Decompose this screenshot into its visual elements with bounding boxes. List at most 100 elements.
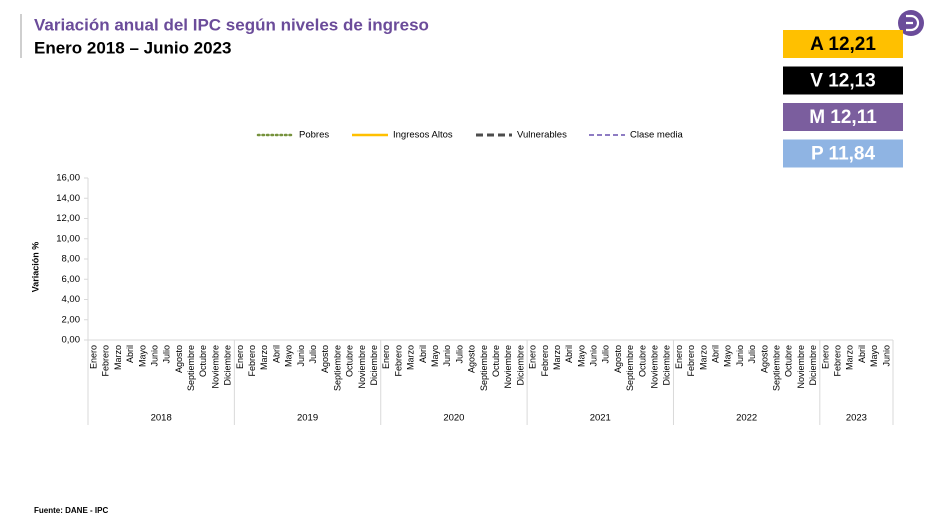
- x-tick-label: Febrero: [686, 345, 696, 377]
- x-tick-label: Marzo: [406, 345, 416, 370]
- x-tick-label: Junio: [149, 345, 159, 367]
- x-tick-label: Octubre: [784, 345, 794, 377]
- year-label: 2019: [297, 413, 318, 424]
- x-tick-label: Noviembre: [796, 345, 806, 389]
- year-label: 2020: [443, 413, 464, 424]
- x-tick-label: Enero: [528, 345, 538, 369]
- x-tick-label: Julio: [454, 345, 464, 364]
- x-tick-label: Enero: [381, 345, 391, 369]
- x-tick-label: Mayo: [430, 345, 440, 367]
- y-tick-label: 8,00: [62, 254, 81, 265]
- x-tick-label: Julio: [308, 345, 318, 364]
- legend-label: Vulnerables: [517, 130, 567, 141]
- x-tick-label: Junio: [296, 345, 306, 367]
- x-tick-label: Noviembre: [503, 345, 513, 389]
- x-tick-label: Noviembre: [650, 345, 660, 389]
- x-tick-label: Septiembre: [186, 345, 196, 391]
- legend-label: Clase media: [630, 130, 684, 141]
- year-label: 2023: [846, 413, 867, 424]
- x-tick-label: Junio: [881, 345, 891, 367]
- x-tick-label: Septiembre: [332, 345, 342, 391]
- y-tick-label: 12,00: [56, 213, 80, 224]
- x-tick-label: Abril: [418, 345, 428, 363]
- x-tick-label: Julio: [162, 345, 172, 364]
- x-tick-label: Febrero: [247, 345, 257, 377]
- legend-label: Pobres: [299, 130, 329, 141]
- x-tick-label: Agosto: [174, 345, 184, 373]
- x-tick-label: Febrero: [393, 345, 403, 377]
- badge: [783, 139, 903, 168]
- x-tick-label: Agosto: [759, 345, 769, 373]
- x-tick-label: Febrero: [540, 345, 550, 377]
- x-tick-label: Septiembre: [479, 345, 489, 391]
- x-tick-label: Enero: [88, 345, 98, 369]
- x-tick-label: Mayo: [723, 345, 733, 367]
- x-tick-label: Marzo: [845, 345, 855, 370]
- x-tick-label: Agosto: [320, 345, 330, 373]
- badge-label: M 12,11: [809, 107, 877, 128]
- x-tick-label: Octubre: [637, 345, 647, 377]
- y-tick-label: 4,00: [62, 294, 81, 305]
- x-tick-label: Agosto: [467, 345, 477, 373]
- x-tick-label: Septiembre: [625, 345, 635, 391]
- x-tick-label: Julio: [747, 345, 757, 364]
- x-tick-label: Diciembre: [808, 345, 818, 386]
- x-tick-label: Diciembre: [369, 345, 379, 386]
- x-tick-label: Mayo: [576, 345, 586, 367]
- x-tick-label: Abril: [125, 345, 135, 363]
- x-tick-label: Marzo: [552, 345, 562, 370]
- y-tick-label: 0,00: [62, 335, 81, 346]
- x-tick-label: Enero: [235, 345, 245, 369]
- x-tick-label: Marzo: [259, 345, 269, 370]
- x-tick-label: Junio: [589, 345, 599, 367]
- badge-label: V 12,13: [810, 71, 876, 92]
- source: Fuente: DANE - IPC: [34, 506, 108, 515]
- x-tick-label: Junio: [442, 345, 452, 367]
- title: Variación anual del IPC según niveles de…: [34, 15, 429, 34]
- x-tick-label: Diciembre: [515, 345, 525, 386]
- y-axis-label: Variación %: [30, 242, 40, 293]
- x-tick-label: Julio: [601, 345, 611, 364]
- year-label: 2021: [590, 413, 611, 424]
- x-tick-label: Marzo: [698, 345, 708, 370]
- x-tick-label: Septiembre: [772, 345, 782, 391]
- x-tick-label: Marzo: [113, 345, 123, 370]
- x-tick-label: Mayo: [137, 345, 147, 367]
- x-tick-label: Enero: [674, 345, 684, 369]
- x-tick-label: Abril: [271, 345, 281, 363]
- subtitle: Enero 2018 – Junio 2023: [34, 38, 232, 57]
- x-tick-label: Mayo: [284, 345, 294, 367]
- x-tick-label: Mayo: [869, 345, 879, 367]
- x-tick-label: Agosto: [613, 345, 623, 373]
- x-tick-label: Diciembre: [662, 345, 672, 386]
- x-tick-label: Febrero: [832, 345, 842, 377]
- y-tick-label: 6,00: [62, 274, 81, 285]
- y-tick-label: 10,00: [56, 233, 80, 244]
- x-tick-label: Diciembre: [223, 345, 233, 386]
- x-tick-label: Octubre: [198, 345, 208, 377]
- year-label: 2022: [736, 413, 757, 424]
- badge: [783, 30, 903, 58]
- y-tick-label: 14,00: [56, 193, 80, 204]
- x-tick-label: Octubre: [345, 345, 355, 377]
- badge-label: A 12,21: [810, 34, 876, 55]
- badge: [783, 103, 903, 131]
- x-tick-label: Noviembre: [210, 345, 220, 389]
- x-tick-label: Abril: [857, 345, 867, 363]
- x-tick-label: Abril: [564, 345, 574, 363]
- x-tick-label: Octubre: [491, 345, 501, 377]
- x-tick-label: Noviembre: [357, 345, 367, 389]
- badge-label: P 11,84: [811, 144, 876, 165]
- legend-label: Ingresos Altos: [393, 130, 453, 141]
- x-tick-label: Junio: [735, 345, 745, 367]
- x-tick-label: Febrero: [101, 345, 111, 377]
- year-label: 2018: [151, 413, 172, 424]
- y-tick-label: 16,00: [56, 173, 80, 184]
- logo-mark: [906, 14, 920, 32]
- y-tick-label: 2,00: [62, 314, 81, 325]
- x-tick-label: Abril: [711, 345, 721, 363]
- badge: [783, 66, 903, 95]
- x-tick-label: Enero: [820, 345, 830, 369]
